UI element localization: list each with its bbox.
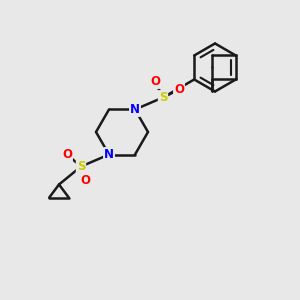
Text: S: S xyxy=(77,160,85,173)
Text: O: O xyxy=(150,75,160,88)
Text: N: N xyxy=(130,103,140,116)
Text: S: S xyxy=(159,91,167,104)
Text: O: O xyxy=(80,174,90,187)
Text: O: O xyxy=(62,148,72,161)
Text: N: N xyxy=(104,148,114,161)
Text: O: O xyxy=(174,83,184,96)
